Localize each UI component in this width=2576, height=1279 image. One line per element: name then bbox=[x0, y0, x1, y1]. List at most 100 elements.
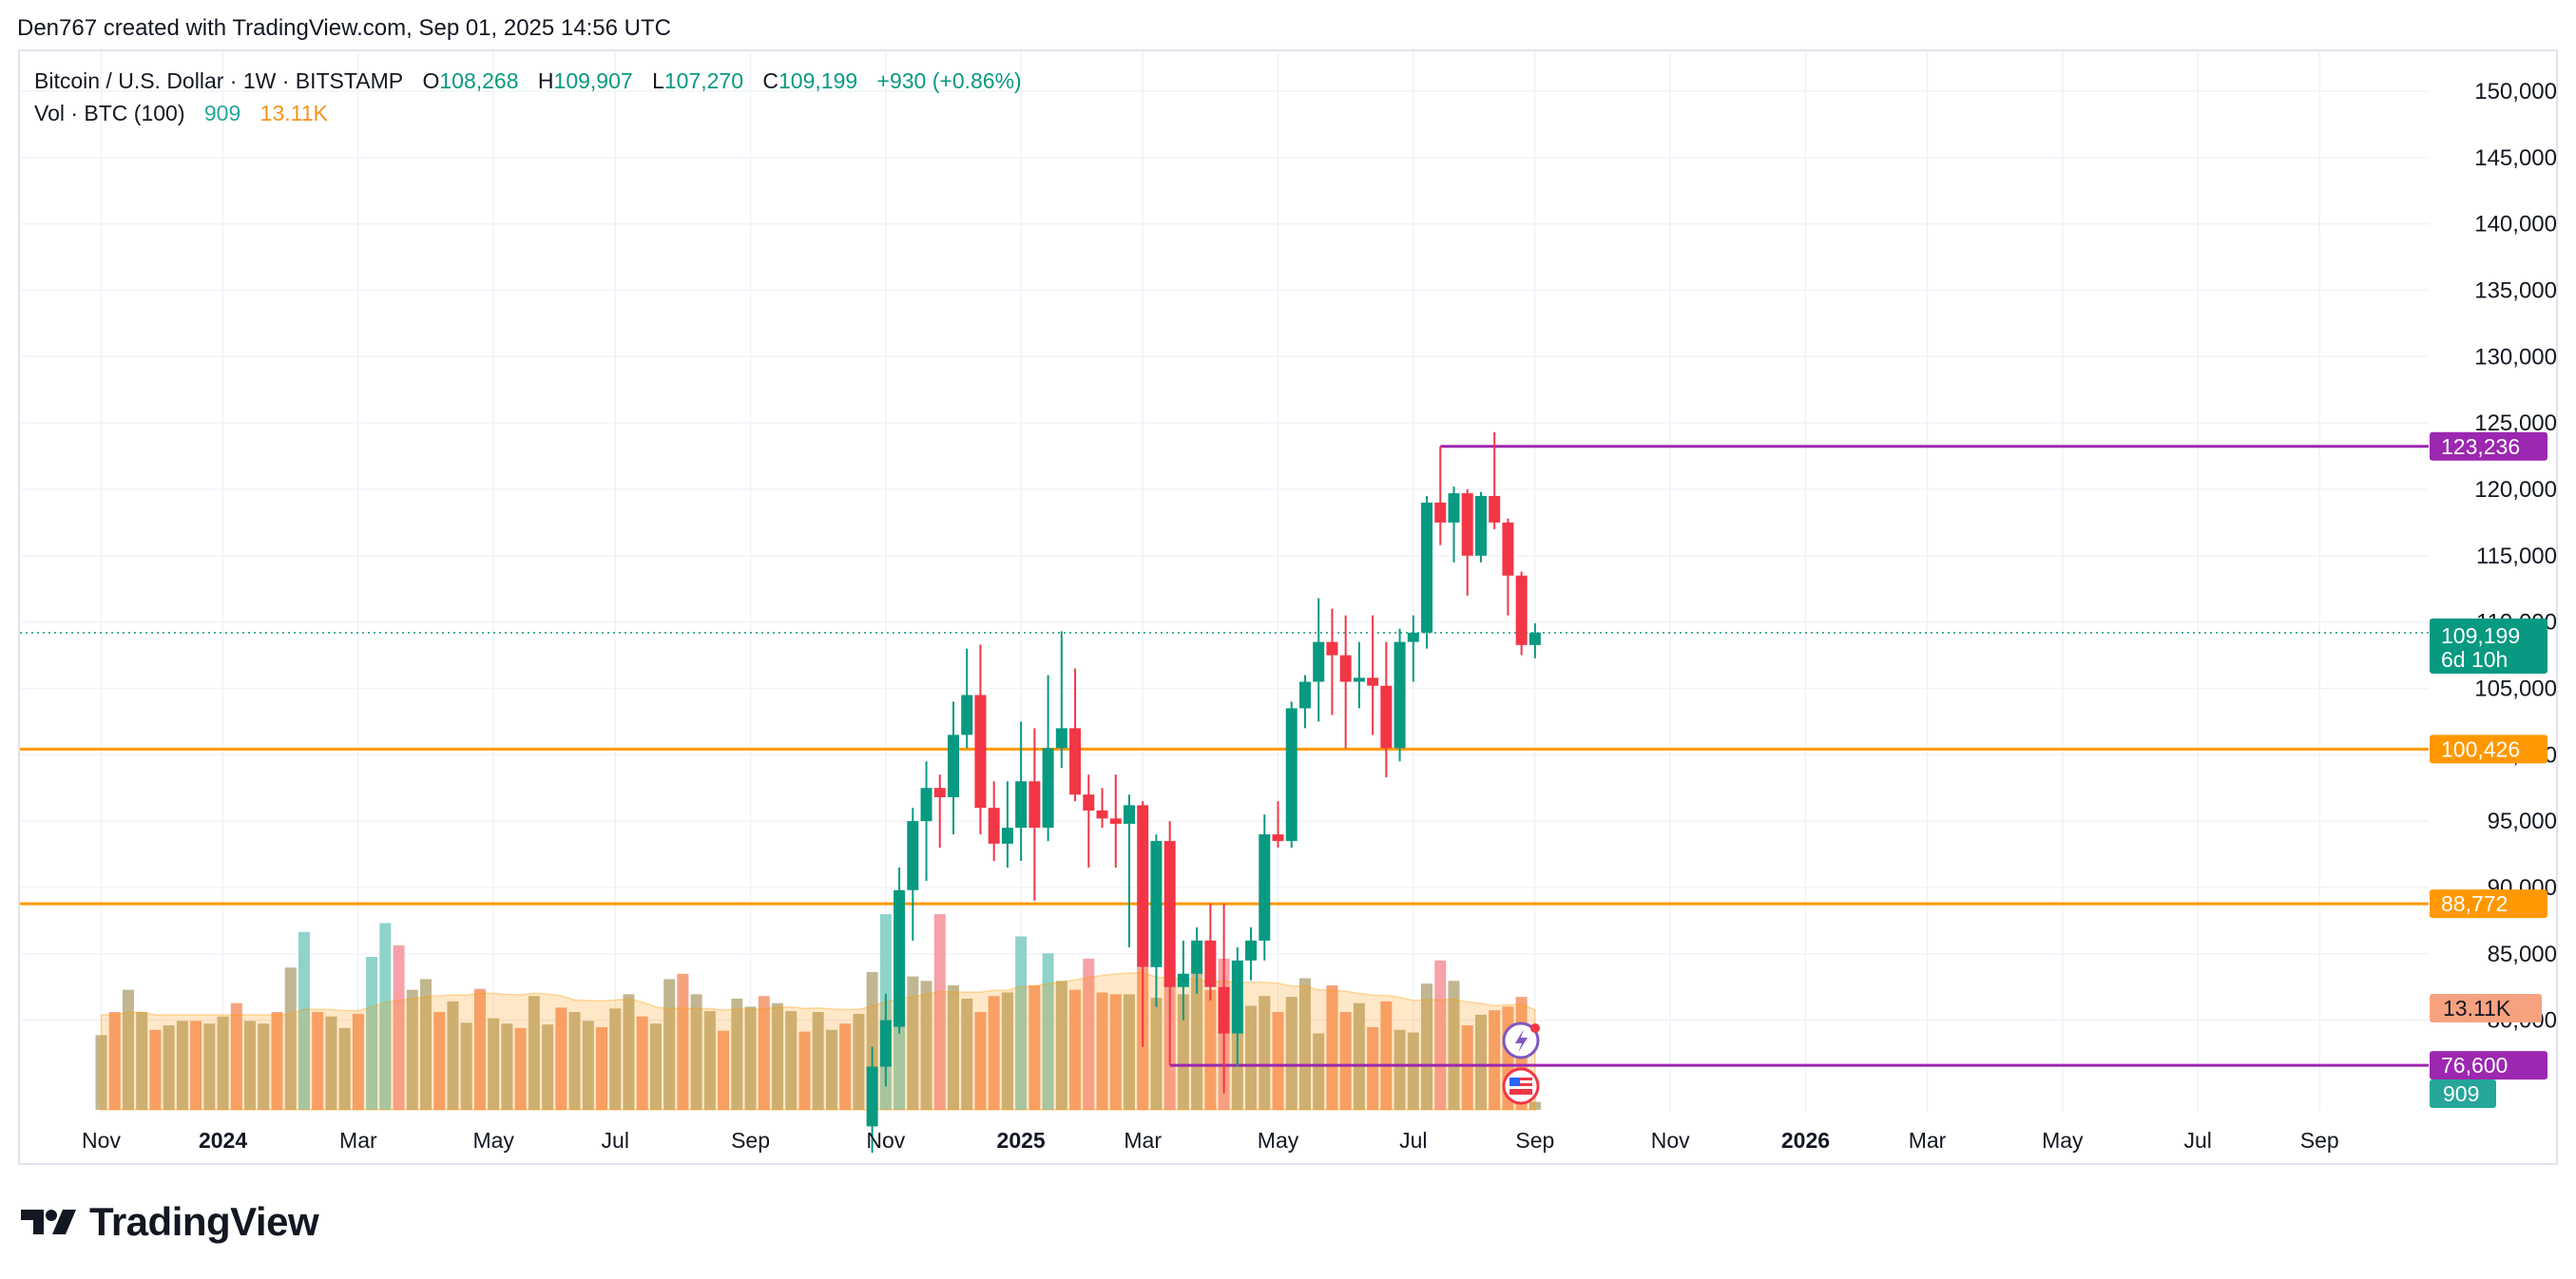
candle[interactable] bbox=[961, 648, 973, 749]
candle[interactable] bbox=[1353, 641, 1365, 709]
volume-bar bbox=[1177, 994, 1189, 1110]
tag-volume-ma[interactable]: 13.11K bbox=[2430, 994, 2542, 1022]
candle[interactable] bbox=[1204, 903, 1217, 1001]
candle-body bbox=[1218, 986, 1230, 1034]
candle[interactable] bbox=[866, 1046, 878, 1154]
candle[interactable] bbox=[1448, 487, 1460, 563]
volume-bar bbox=[325, 1016, 337, 1110]
candle[interactable] bbox=[1015, 721, 1028, 862]
candle-body bbox=[1109, 818, 1122, 824]
candle[interactable] bbox=[1367, 615, 1379, 735]
candle[interactable] bbox=[1055, 631, 1067, 769]
candle[interactable] bbox=[1489, 431, 1501, 529]
candle[interactable] bbox=[1326, 608, 1338, 716]
candle[interactable] bbox=[920, 761, 932, 881]
candle[interactable] bbox=[1380, 641, 1393, 778]
candle-body bbox=[1394, 641, 1406, 749]
candle[interactable] bbox=[1218, 903, 1230, 1094]
volume-bar bbox=[284, 967, 297, 1110]
tag-resistance-high-label: 123,236 bbox=[2441, 434, 2520, 459]
candle[interactable] bbox=[1474, 491, 1487, 563]
candle[interactable] bbox=[1096, 788, 1108, 829]
volume-indicator-title[interactable]: Vol · BTC (100) bbox=[34, 101, 185, 125]
candle-body bbox=[1298, 681, 1311, 709]
volume-bar bbox=[501, 1023, 513, 1110]
volume-bar bbox=[338, 1027, 351, 1110]
time-axis[interactable]: Nov 2024 Mar May Jul Sep Nov 2025 Mar May Jul Sep No… bbox=[82, 1128, 2339, 1153]
candle-body bbox=[1502, 522, 1514, 576]
price-tick-label: 150,000 bbox=[2474, 79, 2557, 105]
candle[interactable] bbox=[1528, 622, 1541, 659]
price-tick-label: 140,000 bbox=[2474, 212, 2557, 238]
chart-frame bbox=[18, 49, 2558, 1165]
candle[interactable] bbox=[1042, 675, 1054, 842]
candle[interactable] bbox=[1394, 628, 1406, 762]
candle[interactable] bbox=[1083, 774, 1095, 869]
candle[interactable] bbox=[1245, 926, 1258, 981]
tag-resistance-high[interactable]: 123,236 bbox=[2430, 431, 2547, 461]
tag-support-upper-bg bbox=[2430, 735, 2547, 764]
candle[interactable] bbox=[1163, 821, 1176, 1066]
candle[interactable] bbox=[974, 644, 987, 835]
time-tick-label: May bbox=[472, 1128, 514, 1153]
volume-bar bbox=[1394, 1029, 1406, 1110]
candle[interactable] bbox=[1150, 834, 1163, 1007]
candle[interactable] bbox=[1285, 701, 1298, 849]
candle[interactable] bbox=[1028, 728, 1041, 901]
us-economic-event-icon[interactable] bbox=[1502, 1067, 1540, 1105]
candle[interactable] bbox=[879, 993, 892, 1087]
volume-bar bbox=[473, 988, 486, 1110]
candle[interactable] bbox=[1421, 495, 1433, 649]
candle[interactable] bbox=[947, 701, 959, 835]
candle[interactable] bbox=[1339, 615, 1352, 749]
candle[interactable] bbox=[988, 781, 1000, 862]
volume-bar bbox=[447, 1001, 459, 1110]
candle[interactable] bbox=[1137, 801, 1149, 1047]
candle[interactable] bbox=[1109, 774, 1122, 869]
candle[interactable] bbox=[1515, 571, 1528, 656]
volume-bar bbox=[352, 1013, 364, 1110]
volume-bar bbox=[1028, 984, 1041, 1110]
tradingview-logo[interactable]: TradingView bbox=[21, 1199, 319, 1245]
candle[interactable] bbox=[1313, 598, 1325, 722]
candle[interactable] bbox=[1502, 518, 1514, 616]
candle-body bbox=[1528, 632, 1541, 645]
candle[interactable] bbox=[1177, 940, 1189, 1021]
earnings-event-icon[interactable] bbox=[1502, 1021, 1540, 1059]
candle-body bbox=[1137, 805, 1149, 967]
candle[interactable] bbox=[1069, 668, 1082, 802]
volume-bar bbox=[920, 981, 932, 1110]
candle-body bbox=[1380, 685, 1393, 749]
candle[interactable] bbox=[1461, 488, 1473, 596]
volume-bar bbox=[947, 984, 959, 1110]
candle-body bbox=[1515, 575, 1528, 645]
candle[interactable] bbox=[1272, 801, 1284, 849]
candle[interactable] bbox=[894, 868, 906, 1034]
candle-body bbox=[1434, 502, 1447, 523]
candle[interactable] bbox=[1231, 946, 1243, 1067]
candle[interactable] bbox=[1434, 446, 1447, 545]
volume-bar bbox=[718, 1030, 730, 1110]
candle[interactable] bbox=[1259, 814, 1271, 961]
candle[interactable] bbox=[933, 774, 946, 849]
tag-range-low[interactable]: 76,600 bbox=[2430, 1051, 2547, 1080]
tag-support-upper[interactable]: 100,426 bbox=[2430, 735, 2547, 764]
tag-volume-last[interactable]: 909 bbox=[2430, 1079, 2496, 1108]
candle[interactable] bbox=[1123, 794, 1135, 947]
tag-support-lower[interactable]: 88,772 bbox=[2430, 889, 2547, 919]
volume-bar bbox=[217, 1016, 229, 1110]
us-flag-stripe bbox=[1509, 1086, 1532, 1089]
candle[interactable] bbox=[1298, 675, 1311, 729]
candle[interactable] bbox=[1191, 926, 1203, 994]
symbol-title[interactable]: Bitcoin / U.S. Dollar · 1W · BITSTAMP bbox=[34, 68, 404, 93]
price-axis[interactable]: 80,00085,00090,00095,000100,000105,00011… bbox=[2474, 79, 2557, 1034]
volume-bar bbox=[677, 973, 689, 1110]
volume-bar bbox=[609, 1008, 622, 1110]
candle[interactable] bbox=[1001, 781, 1013, 869]
candle[interactable] bbox=[1407, 615, 1419, 682]
time-tick-label: Jul bbox=[2183, 1128, 2211, 1153]
candle[interactable] bbox=[907, 808, 919, 941]
close-value: 109,199 bbox=[779, 68, 858, 93]
